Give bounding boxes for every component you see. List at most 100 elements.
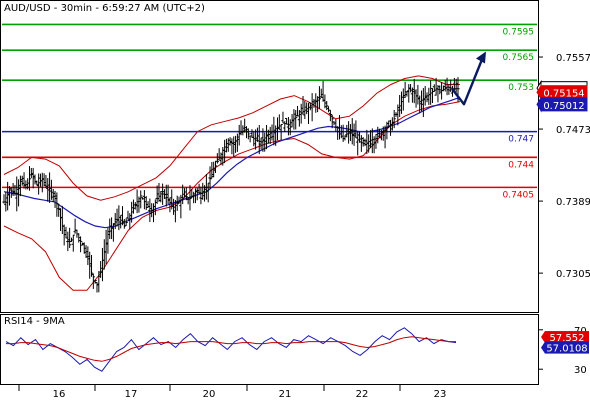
main-chart-title: AUD/USD - 30min - 6:59:27 AM (UTC+2)	[4, 3, 205, 14]
moving-average-line	[3, 96, 461, 229]
price-bar	[408, 84, 413, 93]
price-bar	[416, 84, 420, 105]
price-bar	[206, 182, 210, 203]
price-bar	[334, 119, 338, 132]
price-bar	[447, 84, 451, 95]
bollinger-lower-line	[3, 101, 461, 291]
price-bar	[182, 188, 187, 198]
price-bar	[372, 136, 376, 154]
price-bar	[281, 111, 285, 124]
price-bar	[341, 124, 345, 142]
price-bar	[224, 138, 229, 153]
price-bar	[42, 173, 46, 187]
price-bar	[306, 103, 311, 124]
rsi-badge-label: 57.0108	[546, 344, 587, 355]
time-axis: 16 17 20 21 22 23	[18, 385, 446, 400]
price-bar	[405, 91, 409, 97]
price-badge-label: 0.75154	[543, 89, 584, 100]
price-bar	[148, 198, 152, 223]
time-tick-label: 16	[53, 389, 66, 400]
price-bar	[388, 119, 393, 136]
price-bar	[264, 124, 269, 150]
price-bar	[46, 178, 50, 202]
price-bar	[354, 120, 358, 139]
price-bar	[367, 134, 371, 153]
price-bar	[401, 88, 405, 111]
price-bar	[290, 113, 294, 128]
price-bar	[348, 124, 353, 142]
price-bar	[192, 191, 196, 204]
price-bar	[421, 88, 425, 118]
price-tick-label: 0.7305	[556, 269, 590, 280]
price-bar	[6, 181, 10, 211]
price-bar	[20, 175, 24, 186]
price-bar	[171, 198, 176, 215]
price-bar	[93, 279, 97, 284]
price-bar	[297, 110, 301, 127]
price-bar	[124, 218, 128, 227]
price-bar	[213, 160, 218, 173]
price-bar	[332, 121, 336, 126]
price-bar	[181, 184, 185, 205]
rsi-series-line-1	[6, 336, 456, 362]
price-bar	[175, 195, 179, 211]
price-bar	[232, 136, 236, 157]
price-bar	[368, 130, 373, 148]
price-bar	[2, 194, 6, 204]
price-bar	[89, 254, 94, 277]
price-bar	[268, 126, 272, 144]
time-tick-label: 17	[125, 389, 138, 400]
price-bar	[64, 226, 68, 239]
price-bar	[326, 106, 331, 113]
price-axis: 0.7557 0.7473 0.7389 0.7305	[538, 53, 590, 280]
price-bar	[330, 114, 334, 129]
level-label-5: 0.7405	[503, 190, 535, 200]
price-bar	[294, 109, 298, 130]
price-bar	[37, 173, 41, 195]
level-lines: 0.7595 0.7565 0.753 0.747 0.744 0.7405	[2, 23, 537, 200]
price-bar	[140, 197, 145, 200]
price-bar	[248, 135, 252, 143]
price-bar	[68, 227, 72, 248]
price-bar	[142, 190, 146, 210]
price-bar	[254, 129, 258, 150]
price-bar	[303, 100, 307, 120]
price-bar	[137, 196, 141, 213]
moving-average	[3, 96, 461, 229]
price-bar	[78, 236, 83, 253]
price-bar	[128, 213, 132, 230]
rsi-chart-title: RSI14 - 9MA	[4, 316, 65, 327]
time-tick-label: 22	[356, 389, 369, 400]
price-bar	[126, 210, 130, 220]
price-bar	[374, 134, 378, 149]
price-bar	[40, 172, 44, 193]
price-bar	[86, 246, 90, 266]
price-bar	[88, 251, 92, 279]
price-bar	[69, 237, 74, 242]
price-bar	[157, 182, 161, 202]
price-bar	[325, 100, 329, 111]
price-bar	[286, 117, 291, 136]
price-bar	[91, 273, 95, 289]
price-tick-label: 0.7473	[556, 125, 590, 136]
price-bar	[241, 125, 245, 136]
rsi-badge-1: 57.0108	[541, 341, 589, 355]
bollinger-bands	[3, 75, 461, 291]
projection-arrow-line	[451, 54, 486, 106]
price-bar	[246, 128, 250, 140]
price-bar	[319, 88, 323, 98]
price-bar	[22, 172, 26, 189]
price-bar	[184, 187, 188, 201]
rsi-badge-label: 57.552	[550, 333, 585, 344]
projection-arrow-head	[476, 51, 486, 64]
price-bar	[317, 86, 322, 110]
price-bar	[77, 233, 81, 243]
price-bar	[104, 229, 108, 265]
price-bar	[257, 125, 261, 155]
price-bar	[359, 135, 363, 152]
rsi-panel-frame	[0, 314, 539, 385]
price-bar	[398, 94, 402, 117]
price-bar	[115, 208, 119, 227]
price-bar	[429, 80, 433, 105]
